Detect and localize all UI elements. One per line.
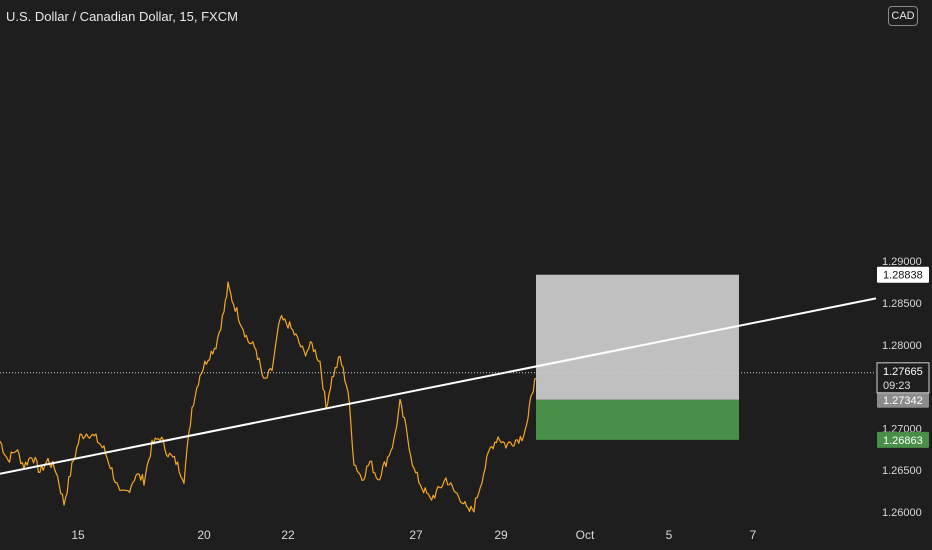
entry-price-label: 1.27342: [883, 395, 923, 407]
y-tick-label: 1.28000: [882, 340, 922, 352]
stop-price-label: 1.26863: [883, 435, 923, 447]
stop-price-label-bg: [877, 431, 929, 448]
price-series-line: [0, 281, 537, 513]
target-price-label: 1.28838: [883, 270, 923, 282]
position-loss-zone[interactable]: [536, 399, 739, 440]
y-tick-label: 1.29000: [882, 256, 922, 268]
x-tick-label: 7: [750, 528, 757, 542]
y-tick-label: 1.26000: [882, 507, 922, 519]
x-tick-label: 27: [409, 528, 423, 542]
x-tick-label: Oct: [576, 528, 595, 542]
current-price-box: [876, 362, 930, 394]
trendline[interactable]: [0, 297, 877, 475]
x-tick-label: 22: [281, 528, 295, 542]
x-tick-label: 5: [666, 528, 673, 542]
x-tick-label: 15: [71, 528, 85, 542]
x-tick-label: 20: [197, 528, 211, 542]
currency-button[interactable]: CAD: [888, 6, 918, 26]
target-price-label-bg: [877, 266, 929, 283]
countdown-label: 09:23: [883, 380, 911, 392]
current-price-label: 1.27665: [883, 366, 923, 378]
x-tick-label: 29: [494, 528, 508, 542]
position-profit-zone[interactable]: [536, 274, 739, 400]
entry-price-label-bg: [877, 391, 929, 408]
y-tick-label: 1.26500: [882, 465, 922, 477]
y-tick-label: 1.28500: [882, 298, 922, 310]
chart-title: U.S. Dollar / Canadian Dollar, 15, FXCM: [6, 9, 238, 24]
